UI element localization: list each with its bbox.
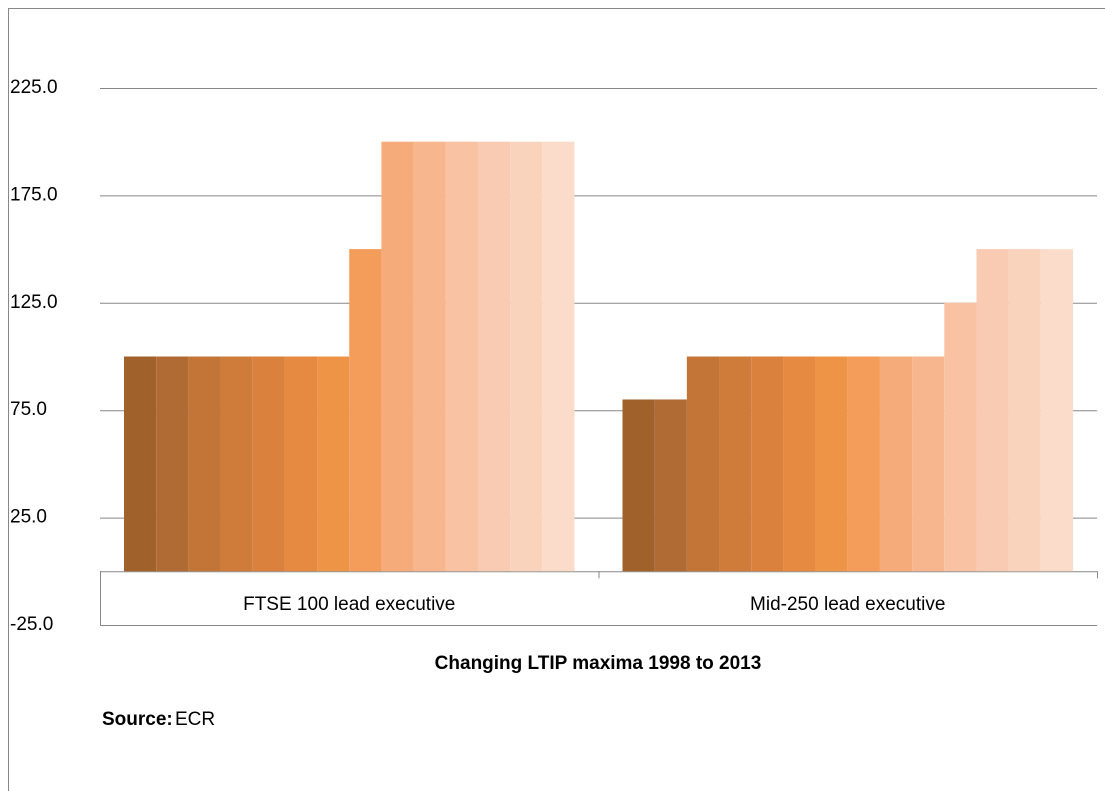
y-tick-label: 225.0 bbox=[10, 77, 58, 98]
bar bbox=[622, 399, 655, 572]
bar bbox=[413, 141, 446, 572]
chart-frame bbox=[8, 8, 1105, 791]
bar bbox=[847, 356, 880, 572]
bar bbox=[284, 356, 318, 572]
bar bbox=[912, 356, 945, 572]
x-tick-label: Mid-250 lead executive bbox=[750, 594, 945, 615]
bar bbox=[1008, 249, 1041, 572]
bar bbox=[477, 141, 511, 572]
bar bbox=[815, 356, 848, 572]
bar bbox=[220, 356, 253, 572]
bar bbox=[719, 356, 752, 572]
bar bbox=[156, 356, 189, 572]
bar bbox=[783, 356, 816, 572]
y-tick-label: -25.0 bbox=[10, 614, 53, 635]
bar bbox=[654, 399, 687, 572]
source-label: Source: bbox=[102, 709, 173, 730]
y-tick-label: 125.0 bbox=[10, 292, 58, 313]
source: ECR bbox=[175, 709, 215, 730]
bar bbox=[751, 356, 784, 572]
bar bbox=[686, 356, 720, 572]
bar bbox=[510, 141, 543, 572]
bar bbox=[349, 249, 382, 572]
bar bbox=[445, 141, 478, 572]
y-tick-label: 25.0 bbox=[10, 507, 47, 528]
chart-title: Changing LTIP maxima 1998 to 2013 bbox=[435, 653, 762, 674]
x-tick-label: FTSE 100 lead executive bbox=[243, 594, 455, 615]
bar bbox=[976, 249, 1009, 572]
bar bbox=[542, 141, 575, 572]
bar bbox=[879, 356, 913, 572]
bar bbox=[124, 356, 157, 572]
bar bbox=[381, 141, 414, 572]
bar bbox=[252, 356, 285, 572]
y-tick-label: 175.0 bbox=[10, 184, 58, 205]
y-tick-label: 75.0 bbox=[10, 399, 47, 420]
bar bbox=[317, 356, 350, 572]
bar bbox=[944, 302, 977, 572]
bar bbox=[188, 356, 221, 572]
bar bbox=[1040, 249, 1073, 572]
